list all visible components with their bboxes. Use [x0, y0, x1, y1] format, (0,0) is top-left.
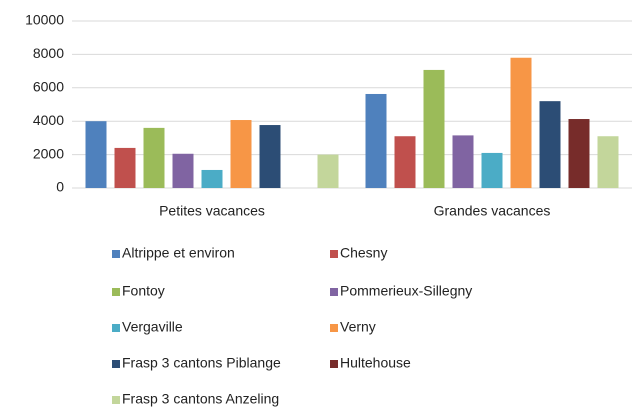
legend-swatch — [330, 360, 338, 368]
bar — [172, 153, 194, 188]
bar — [114, 147, 136, 188]
bar — [539, 101, 561, 188]
bar — [394, 136, 416, 188]
bar — [568, 119, 590, 188]
x-tick-label: Grandes vacances — [434, 203, 551, 219]
legend-swatch — [112, 288, 120, 296]
legend-swatch — [330, 250, 338, 258]
legend-swatch — [112, 396, 120, 404]
legend-swatch — [112, 250, 120, 258]
bar — [510, 57, 532, 188]
y-tick-label: 8000 — [33, 45, 64, 61]
legend-label: Frasp 3 cantons Anzeling — [122, 391, 279, 407]
bar — [423, 69, 445, 188]
bar — [143, 127, 165, 188]
y-tick-label: 4000 — [33, 112, 64, 128]
bar — [201, 169, 223, 188]
legend-label: Fontoy — [122, 283, 165, 299]
legend-label: Frasp 3 cantons Piblange — [122, 355, 281, 371]
legend-swatch — [330, 288, 338, 296]
legend-label: Vergaville — [122, 319, 183, 335]
legend-swatch — [330, 324, 338, 332]
legend-label: Verny — [340, 319, 376, 335]
y-tick-label: 10000 — [25, 12, 64, 28]
legend-swatch — [112, 324, 120, 332]
x-tick-label: Petites vacances — [159, 203, 265, 219]
y-tick-label: 2000 — [33, 145, 64, 161]
legend-label: Altrippe et environ — [122, 245, 235, 261]
legend-swatch — [112, 360, 120, 368]
bar — [85, 121, 107, 188]
legend-label: Pommerieux-Sillegny — [340, 283, 472, 299]
bar — [597, 136, 619, 188]
legend-label: Hultehouse — [340, 355, 411, 371]
bar — [317, 154, 339, 188]
bar — [452, 135, 474, 188]
bar — [481, 152, 503, 188]
legend-label: Chesny — [340, 245, 387, 261]
bar — [365, 93, 387, 188]
bar — [230, 120, 252, 188]
y-tick-label: 0 — [56, 179, 64, 195]
bar — [259, 125, 281, 188]
y-tick-label: 6000 — [33, 79, 64, 95]
